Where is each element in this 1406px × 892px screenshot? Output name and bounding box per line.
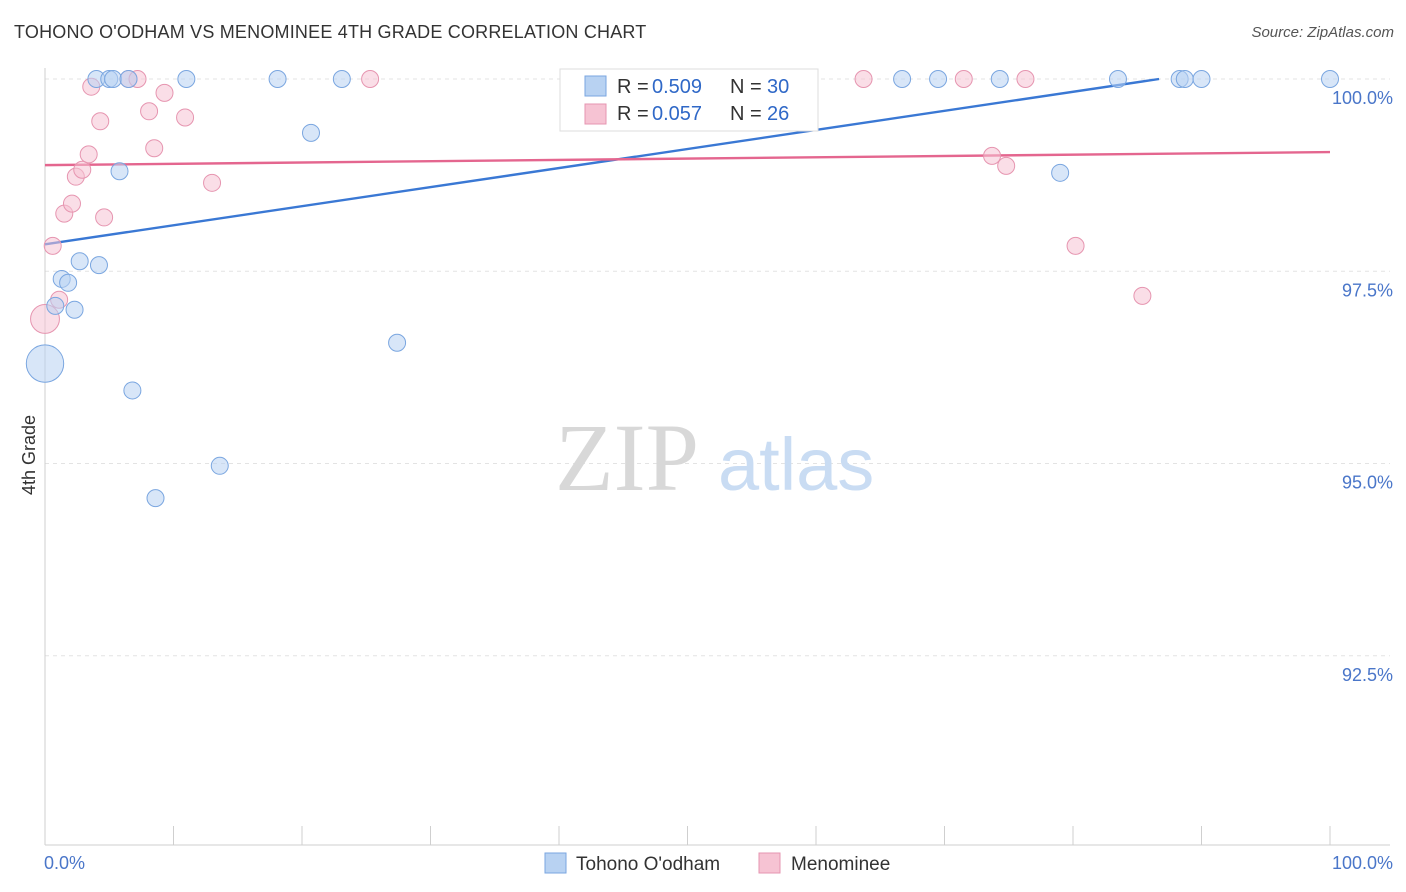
series-swatch-tohono: [544, 852, 567, 874]
series-label-menominee: Menominee: [791, 854, 890, 875]
menominee-point-14: [145, 139, 164, 158]
menominee-point-15: [155, 83, 174, 102]
tohono-point-21: [893, 70, 912, 88]
tohono-point-12: [123, 381, 142, 400]
watermark-atlas: atlas: [718, 423, 874, 506]
x-tick-label-1: 100.0%: [1332, 853, 1393, 873]
tohono-point-3: [59, 273, 78, 292]
y-axis-title: 4th Grade: [19, 415, 39, 495]
legend-r-value-2: 0.057: [652, 103, 702, 125]
trend-lines: [44, 77, 1331, 246]
series-swatch-menominee: [758, 852, 781, 874]
menominee-point-24: [1016, 70, 1035, 88]
legend-n-label-1: N =: [730, 76, 762, 98]
tohono-point-18: [332, 70, 351, 88]
menominee-point-23: [997, 156, 1016, 175]
legend-n-value-1: 30: [767, 76, 789, 98]
legend-swatch-pink: [584, 103, 607, 125]
tohono-point-1: [46, 296, 65, 315]
legend-n-label-2: N =: [730, 103, 762, 125]
tohono-point-5: [70, 252, 89, 271]
tohono-point-22: [929, 70, 948, 88]
tohono-point-15: [210, 456, 229, 475]
tohono-point-17: [301, 123, 320, 142]
tohono-point-13: [146, 489, 165, 508]
tohono-point-10: [110, 162, 129, 181]
tohono-trend-line: [44, 77, 1160, 246]
x-tick-label-0: 0.0%: [44, 853, 85, 873]
menominee-point-16: [176, 108, 195, 127]
menominee-point-1: [43, 236, 62, 255]
legend-r-label-2: R =: [617, 103, 649, 125]
tohono-point-14: [177, 70, 196, 88]
menominee-point-17: [203, 173, 222, 192]
legend-swatch-blue: [584, 75, 607, 97]
tohono-point-19: [388, 333, 407, 352]
menominee-point-25: [1066, 236, 1085, 255]
legend-r-value-1: 0.509: [652, 76, 702, 98]
tohono-point-7: [89, 256, 108, 275]
tohono-point-23: [990, 70, 1009, 88]
stats-legend: R = 0.509 N = 30 R = 0.057 N = 26: [559, 68, 819, 132]
gridlines: [45, 78, 1390, 657]
tohono-point-11: [119, 70, 138, 88]
tohono-point-4: [65, 300, 84, 319]
tohono-point-29: [1321, 70, 1339, 88]
menominee-point-6: [73, 160, 92, 179]
tohono-point-24: [1051, 163, 1070, 182]
source-label: Source: ZipAtlas.com: [1251, 24, 1394, 41]
menominee-point-22: [983, 146, 1002, 165]
legend-r-label-1: R =: [617, 76, 649, 98]
series-label-tohono: Tohono O'odham: [576, 854, 720, 875]
y-tick-labels: 100.0% 97.5% 95.0% 92.5%: [1332, 88, 1393, 685]
menominee-point-4: [62, 194, 81, 213]
tohono-point-25: [1108, 70, 1127, 88]
chart-title: TOHONO O'ODHAM VS MENOMINEE 4TH GRADE CO…: [14, 22, 647, 42]
menominee-point-10: [95, 208, 114, 227]
tohono-point-28: [1192, 70, 1211, 88]
y-tick-label-1: 97.5%: [1342, 280, 1393, 300]
legend-n-value-2: 26: [767, 103, 789, 125]
x-tick-labels: 0.0% 100.0%: [44, 853, 1393, 873]
menominee-point-20: [854, 70, 873, 88]
menominee-point-18: [361, 70, 380, 88]
menominee-point-7: [79, 145, 98, 164]
y-tick-label-2: 95.0%: [1342, 473, 1393, 493]
axes: [44, 68, 1390, 846]
y-tick-label-3: 92.5%: [1342, 665, 1393, 685]
series-legend: Tohono O'odham Menominee: [544, 852, 890, 875]
menominee-point-9: [91, 112, 110, 131]
watermark: ZIP atlas: [555, 404, 874, 511]
data-points: [25, 70, 1339, 508]
menominee-point-13: [140, 102, 159, 121]
tohono-point-16: [268, 70, 287, 88]
y-tick-label-0: 100.0%: [1332, 88, 1393, 108]
watermark-zip: ZIP: [555, 404, 699, 511]
menominee-point-21: [954, 70, 973, 88]
tohono-point-9: [104, 70, 123, 88]
tohono-point-0: [25, 344, 65, 383]
tohono-point-27: [1175, 70, 1194, 88]
menominee-point-26: [1133, 286, 1152, 305]
menominee-trend-line: [44, 150, 1331, 167]
